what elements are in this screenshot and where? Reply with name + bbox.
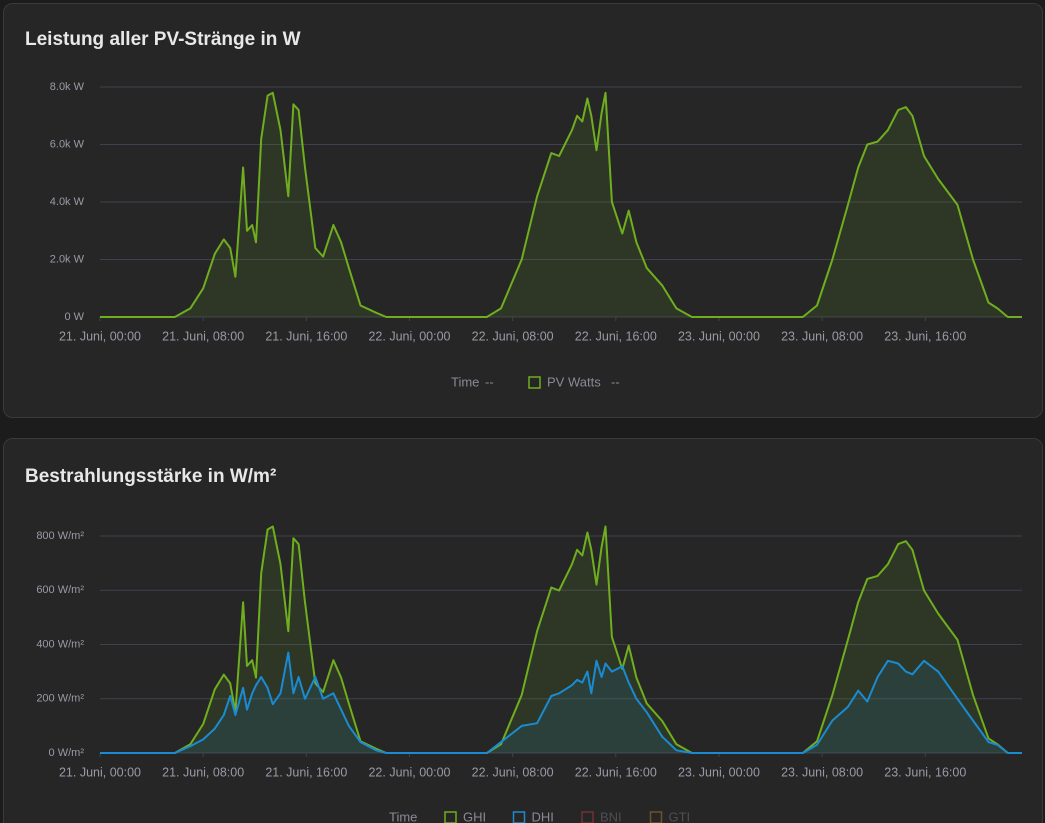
- y-tick-label: 2.0k W: [50, 253, 85, 265]
- legend-value: --: [485, 374, 494, 389]
- y-tick-label: 600 W/m²: [36, 584, 84, 596]
- x-tick-label: 21. Juni, 08:00: [162, 329, 244, 343]
- y-tick-label: 4.0k W: [50, 196, 85, 208]
- x-tick-label: 22. Juni, 08:00: [472, 329, 554, 343]
- legend-time: Time: [451, 374, 479, 389]
- y-tick-label: 8.0k W: [50, 81, 85, 93]
- series-line: [100, 91, 1022, 318]
- legend-label: GHI: [463, 809, 486, 823]
- legend-value: --: [611, 374, 620, 389]
- x-tick-label: 22. Juni, 16:00: [575, 329, 657, 343]
- x-tick-label: 21. Juni, 16:00: [265, 765, 347, 779]
- x-tick-label: 23. Juni, 16:00: [884, 765, 966, 779]
- legend-swatch: [512, 811, 526, 823]
- card: [3, 438, 1043, 823]
- x-tick-label: 22. Juni, 16:00: [575, 765, 657, 779]
- area-fill: [100, 526, 1022, 753]
- y-tick-label: 0 W/m²: [49, 747, 85, 759]
- y-tick-label: 400 W/m²: [36, 638, 84, 650]
- x-tick-label: 21. Juni, 00:00: [59, 329, 141, 343]
- chart-title: Leistung aller PV-Stränge in W: [25, 29, 301, 50]
- x-tick-label: 21. Juni, 00:00: [59, 765, 141, 779]
- y-tick-label: 200 W/m²: [36, 693, 84, 705]
- x-tick-label: 21. Juni, 08:00: [162, 765, 244, 779]
- area-fill: [100, 92, 1022, 317]
- x-tick-label: 22. Juni, 08:00: [472, 765, 554, 779]
- y-tick-label: 800 W/m²: [36, 530, 84, 542]
- series-line: [100, 525, 1022, 754]
- legend-label: GTI: [669, 809, 691, 823]
- legend-swatch: [444, 811, 457, 823]
- card: [3, 3, 1043, 418]
- area-fill: [100, 652, 1022, 753]
- y-tick-label: 6.0k W: [50, 138, 85, 150]
- x-tick-label: 22. Juni, 00:00: [368, 329, 450, 343]
- y-tick-label: 0 W: [64, 311, 84, 323]
- legend-swatch: [528, 376, 541, 389]
- x-tick-label: 22. Juni, 00:00: [368, 765, 450, 779]
- series-line: [100, 651, 1022, 754]
- legend-label: PV Watts: [547, 374, 601, 389]
- chart-title: Bestrahlungsstärke in W/m²: [25, 466, 276, 487]
- x-tick-label: 23. Juni, 00:00: [678, 329, 760, 343]
- x-tick-label: 23. Juni, 08:00: [781, 765, 863, 779]
- legend-label: DHI: [532, 809, 554, 823]
- legend-label: BNI: [600, 809, 622, 823]
- x-tick-label: 23. Juni, 08:00: [781, 329, 863, 343]
- legend-swatch: [649, 811, 663, 823]
- x-tick-label: 23. Juni, 16:00: [884, 329, 966, 343]
- x-tick-label: 21. Juni, 16:00: [265, 329, 347, 343]
- legend-time: Time: [389, 809, 417, 823]
- legend-swatch: [581, 811, 594, 823]
- x-tick-label: 23. Juni, 00:00: [678, 765, 760, 779]
